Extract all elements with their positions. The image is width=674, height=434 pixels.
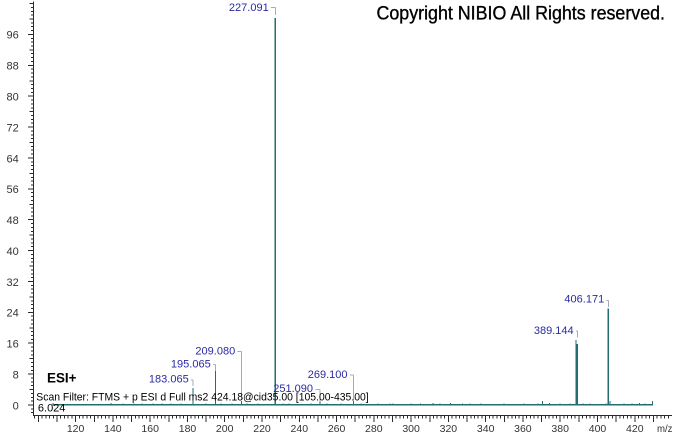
svg-text:6.024: 6.024 xyxy=(38,402,66,414)
svg-text:m/z: m/z xyxy=(657,423,673,434)
svg-text:209.080: 209.080 xyxy=(195,345,235,357)
svg-text:96: 96 xyxy=(7,30,19,42)
svg-text:8: 8 xyxy=(13,369,19,381)
svg-text:380: 380 xyxy=(551,423,569,434)
svg-text:88: 88 xyxy=(7,61,19,73)
svg-text:240: 240 xyxy=(291,423,309,434)
svg-text:180: 180 xyxy=(179,423,197,434)
svg-text:140: 140 xyxy=(104,423,122,434)
svg-text:56: 56 xyxy=(7,184,19,196)
svg-text:420: 420 xyxy=(626,423,644,434)
svg-text:269.100: 269.100 xyxy=(308,369,348,381)
svg-text:24: 24 xyxy=(7,308,19,320)
svg-text:48: 48 xyxy=(7,215,19,227)
svg-text:360: 360 xyxy=(514,423,532,434)
svg-text:227.091: 227.091 xyxy=(229,2,269,14)
svg-text:16: 16 xyxy=(7,339,19,351)
svg-text:40: 40 xyxy=(7,246,19,258)
svg-text:400: 400 xyxy=(589,423,607,434)
svg-text:ESI+: ESI+ xyxy=(47,369,77,385)
svg-text:220: 220 xyxy=(253,423,271,434)
svg-text:72: 72 xyxy=(7,122,19,134)
svg-text:160: 160 xyxy=(141,423,159,434)
svg-text:300: 300 xyxy=(402,423,420,434)
svg-text:200: 200 xyxy=(216,423,234,434)
svg-text:120: 120 xyxy=(67,423,85,434)
svg-text:Copyright NIBIO All Rights res: Copyright NIBIO All Rights reserved. xyxy=(377,3,666,24)
svg-text:389.144: 389.144 xyxy=(534,325,574,337)
svg-text:406.171: 406.171 xyxy=(564,293,604,305)
svg-text:Scan Filter: FTMS + p ESI d Fu: Scan Filter: FTMS + p ESI d Full ms2 424… xyxy=(36,391,368,403)
svg-text:64: 64 xyxy=(7,153,19,165)
svg-text:80: 80 xyxy=(7,92,19,104)
svg-text:32: 32 xyxy=(7,277,19,289)
svg-text:251.090: 251.090 xyxy=(273,383,313,395)
svg-text:183.065: 183.065 xyxy=(149,374,189,386)
svg-text:340: 340 xyxy=(477,423,495,434)
svg-text:195.065: 195.065 xyxy=(171,358,211,370)
svg-text:280: 280 xyxy=(365,423,383,434)
svg-text:260: 260 xyxy=(328,423,346,434)
svg-text:320: 320 xyxy=(440,423,458,434)
svg-text:0: 0 xyxy=(13,400,19,412)
